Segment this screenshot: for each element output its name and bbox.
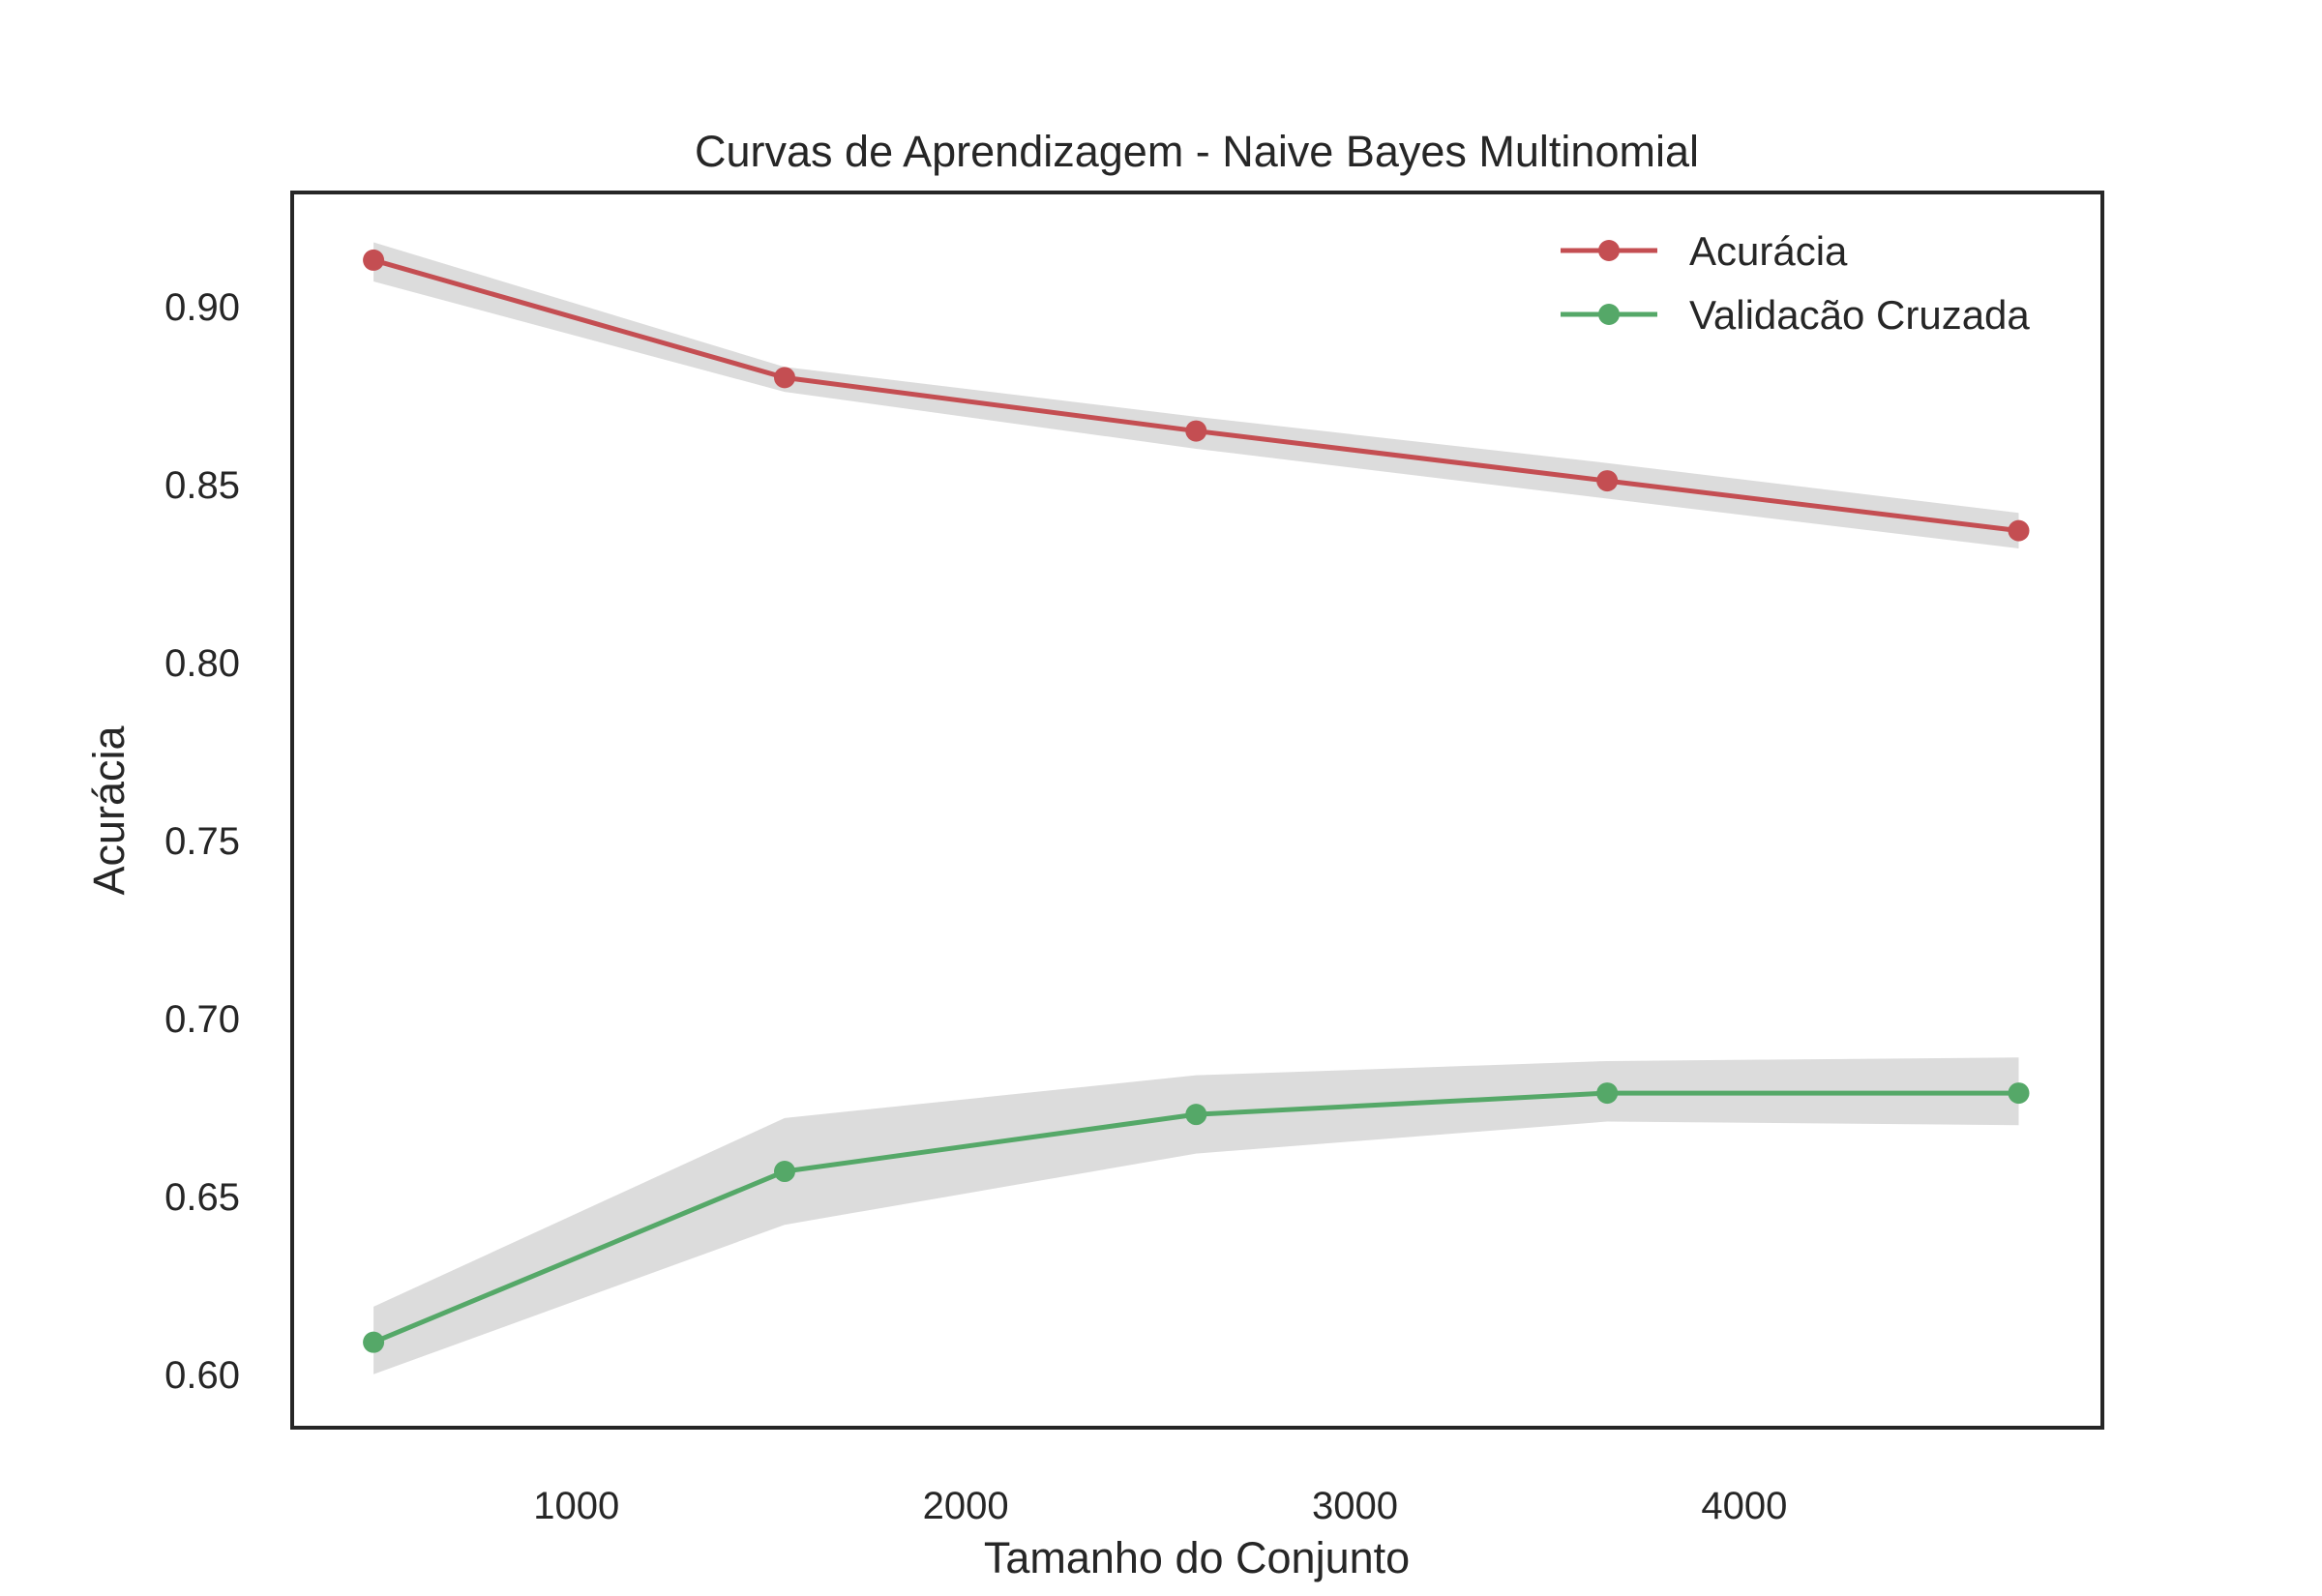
x-axis-label: Tamanho do Conjunto (984, 1533, 1410, 1582)
point-validacao-cruzada-1 (363, 1331, 385, 1353)
y-tick-label-0-85: 0.85 (164, 464, 240, 507)
band-validacao-cruzada (373, 1057, 2019, 1374)
legend-label-acuracia: Acurácia (1689, 228, 1848, 274)
point-acuracia-1 (363, 249, 385, 271)
y-tick-label-0-75: 0.75 (164, 820, 240, 863)
chart-title: Curvas de Aprendizagem - Naive Bayes Mul… (695, 127, 1699, 176)
point-acuracia-2 (773, 367, 795, 389)
point-validacao-cruzada-4 (1596, 1082, 1619, 1105)
point-validacao-cruzada-3 (1185, 1104, 1207, 1126)
y-tick-label-0-90: 0.90 (164, 286, 240, 329)
point-validacao-cruzada-2 (773, 1161, 795, 1183)
legend-marker-validacao (1598, 304, 1620, 325)
point-acuracia-3 (1185, 420, 1207, 442)
x-tick-label-3000: 3000 (1312, 1485, 1398, 1527)
legend-marker-acuracia (1598, 240, 1620, 261)
x-tick-label-4000: 4000 (1701, 1485, 1787, 1527)
y-tick-label-0-60: 0.60 (164, 1354, 240, 1397)
y-axis-label: Acurácia (84, 724, 134, 895)
point-acuracia-4 (1596, 470, 1619, 492)
x-axis-ticks: 1000 2000 3000 4000 (533, 1485, 1787, 1527)
plot-area-frame (290, 191, 2104, 1430)
point-validacao-cruzada-5 (2008, 1082, 2030, 1105)
legend: Acurácia Validacão Cruzada (1561, 228, 2030, 338)
y-tick-label-0-65: 0.65 (164, 1176, 240, 1219)
point-acuracia-5 (2008, 519, 2030, 542)
y-axis-ticks: 0.60 0.65 0.70 0.75 0.80 0.85 0.90 (164, 286, 240, 1397)
x-tick-label-1000: 1000 (533, 1485, 619, 1527)
y-tick-label-0-80: 0.80 (164, 642, 240, 685)
x-tick-label-2000: 2000 (923, 1485, 1009, 1527)
legend-label-validacao: Validacão Cruzada (1689, 292, 2030, 338)
series-points (363, 249, 2030, 1353)
y-tick-label-0-70: 0.70 (164, 998, 240, 1041)
